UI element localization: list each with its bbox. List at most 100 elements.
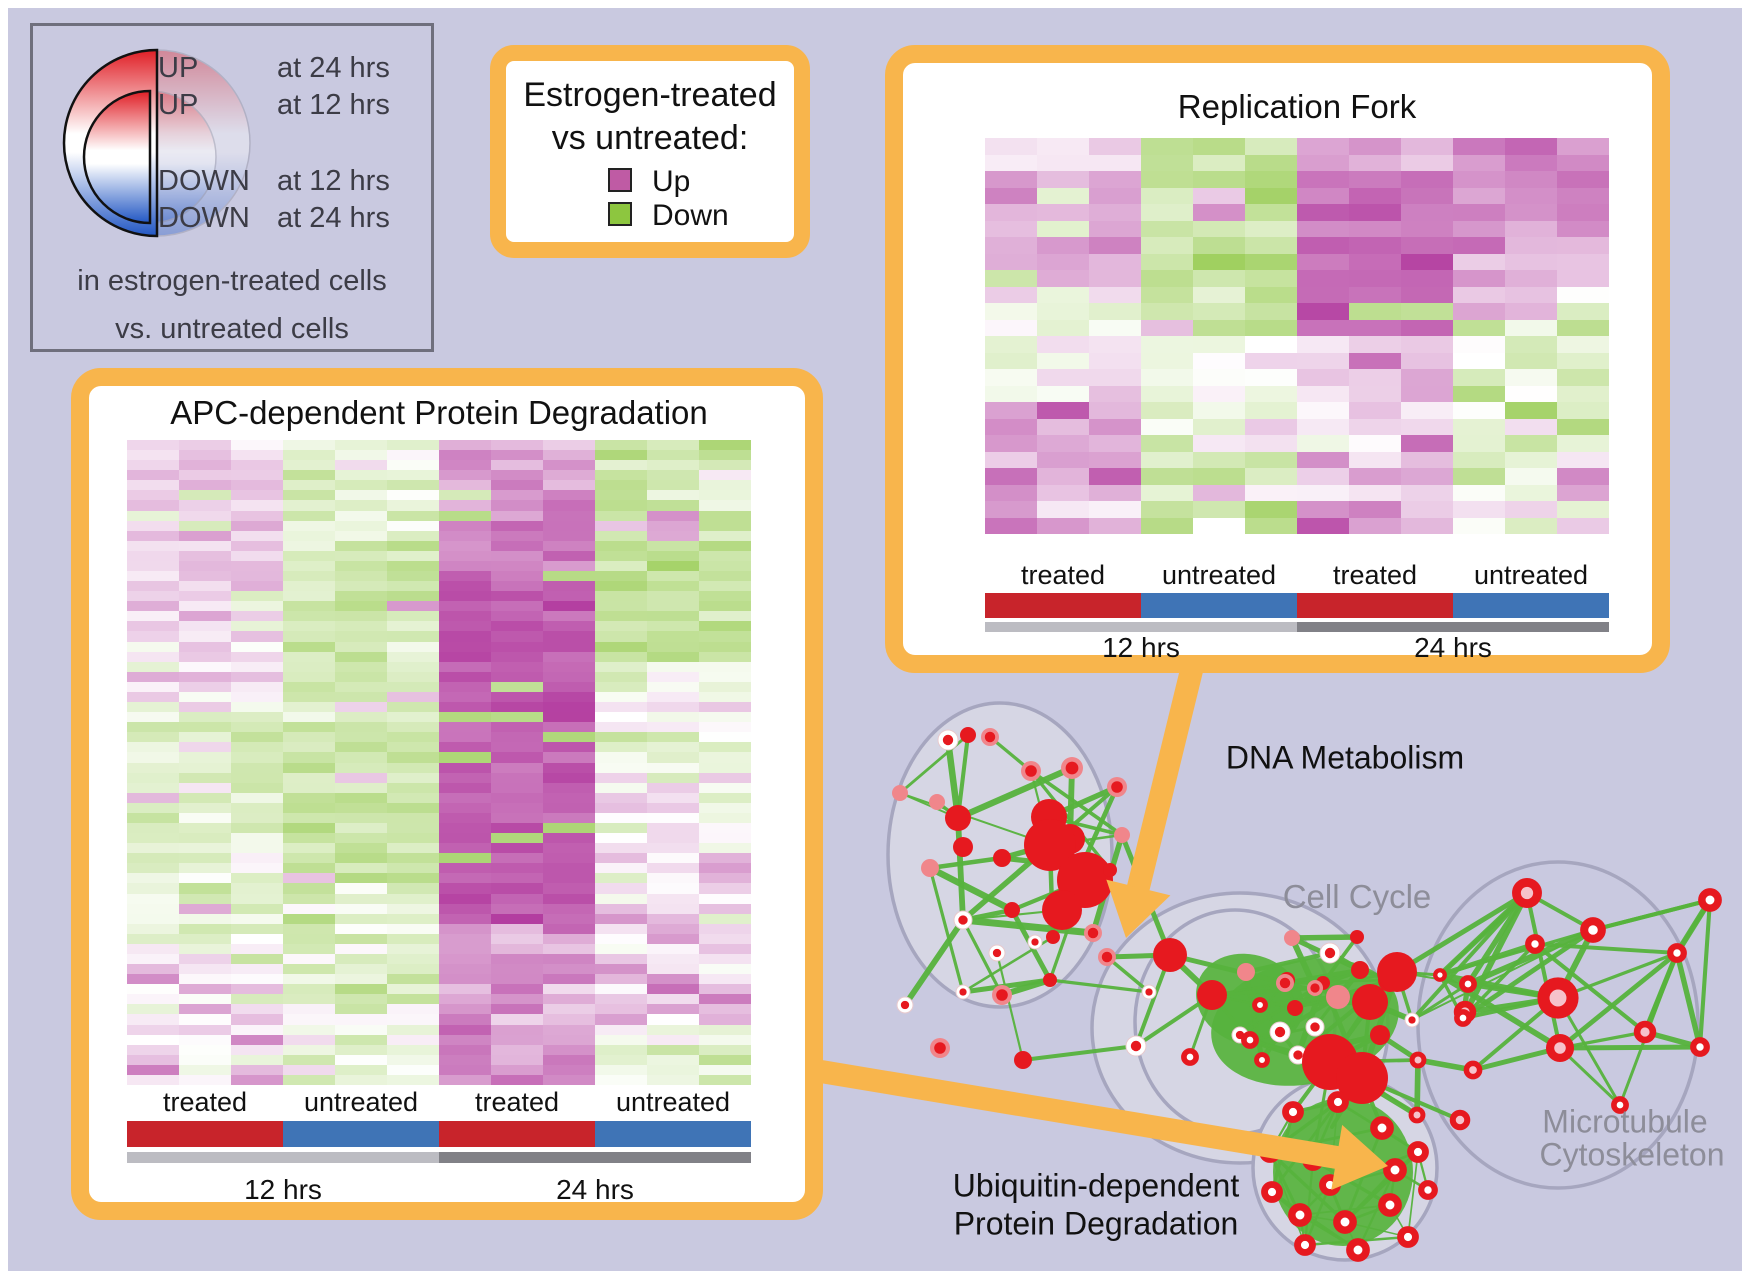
heatmap-cell <box>179 480 231 491</box>
heatmap-cell <box>491 994 543 1005</box>
heatmap-cell <box>335 1064 387 1075</box>
heatmap-cell <box>543 470 595 481</box>
heatmap-cell <box>595 671 647 682</box>
heatmap-cell <box>491 883 543 894</box>
heatmap-cell <box>387 792 439 803</box>
heatmap-cell <box>439 540 491 551</box>
heatmap-cell <box>1349 468 1401 485</box>
heatmap-cell <box>647 984 699 995</box>
heatmap-cell <box>439 853 491 864</box>
heatmap-cell <box>335 540 387 551</box>
network-node-core <box>934 1042 946 1054</box>
heatmap-cell <box>127 691 179 703</box>
network-edge <box>1533 942 1679 955</box>
heatmap-cell <box>387 913 439 924</box>
heatmap-cell <box>699 601 751 612</box>
heatmap-cell <box>699 752 751 763</box>
heatmap-row <box>127 470 751 481</box>
heatmap-cell <box>1453 402 1505 419</box>
heatmap-cell <box>1505 319 1557 336</box>
heatmap-cell <box>647 822 699 834</box>
heatmap-cell <box>491 953 543 965</box>
network-node <box>1327 1091 1349 1113</box>
heatmap-row <box>127 812 751 823</box>
heatmap-cell <box>1037 253 1089 270</box>
network-node <box>1537 977 1579 1019</box>
heatmap-cell <box>335 591 387 602</box>
heatmap-cell <box>1349 484 1401 501</box>
heatmap-cell <box>595 591 647 602</box>
heatmap-cell <box>1089 484 1141 501</box>
heatmap-cell <box>387 550 439 561</box>
heatmap-cell <box>595 480 647 491</box>
condition-bar <box>439 1121 595 1147</box>
heatmap-cell <box>1245 435 1297 452</box>
heatmap-cell <box>699 621 751 632</box>
key-down-12-time: at 12 hrs <box>277 165 390 197</box>
heatmap-cell <box>647 812 699 823</box>
heatmap-cell <box>985 451 1037 468</box>
heatmap-cell <box>439 1044 491 1055</box>
heatmap-cell <box>335 1034 387 1045</box>
heatmap-cell <box>231 913 283 924</box>
network-node-core <box>959 988 967 996</box>
network-edge <box>1591 898 1712 932</box>
heatmap-cell <box>127 571 179 582</box>
heatmap-cell <box>595 833 647 844</box>
heatmap-cell <box>387 732 439 743</box>
heatmap-cell <box>127 470 179 481</box>
heatmap-cell <box>1141 369 1193 386</box>
network-edge <box>1556 996 1622 1107</box>
heatmap-cell <box>699 510 751 521</box>
heatmap-cell <box>1245 501 1297 518</box>
heatmap-cell <box>1141 435 1193 452</box>
heatmap-cell <box>595 1024 647 1035</box>
heatmap-cell <box>699 500 751 511</box>
heatmap-cell <box>179 933 231 944</box>
heatmap-cell <box>179 651 231 662</box>
heatmap-cell <box>1453 451 1505 468</box>
heatmap-cell <box>491 661 543 672</box>
heatmap-cell <box>179 601 231 612</box>
heatmap-row <box>985 517 1609 534</box>
heatmap-cell <box>595 853 647 864</box>
heatmap-cell <box>699 943 751 954</box>
heatmap-cell <box>439 974 491 985</box>
heatmap-cell <box>231 853 283 864</box>
heatmap-cell <box>595 822 647 834</box>
heatmap-cell <box>179 1044 231 1055</box>
timepoint-bar <box>127 1152 439 1163</box>
heatmap-cell <box>1193 468 1245 485</box>
heatmap-cell <box>335 712 387 723</box>
heatmap-cell <box>699 702 751 713</box>
heatmap-cell <box>1297 385 1349 402</box>
heatmap-cell <box>647 490 699 501</box>
heatmap-row <box>127 530 751 541</box>
heatmap-cell <box>543 671 595 682</box>
heatmap-cell <box>647 621 699 632</box>
heatmap-cell <box>985 501 1037 518</box>
heatmap-cell <box>491 873 543 884</box>
heatmap-row <box>127 601 751 612</box>
heatmap-cell <box>985 402 1037 419</box>
heatmap-cell <box>699 984 751 995</box>
heatmap-cell <box>1245 237 1297 254</box>
up-swatch-label: Up <box>652 165 691 198</box>
network-edge <box>1643 951 1679 1034</box>
heatmap-cell <box>699 470 751 481</box>
network-node-core <box>1293 1050 1303 1060</box>
heatmap-row <box>127 550 751 561</box>
heatmap-cell <box>439 550 491 561</box>
heatmap-cell <box>439 560 491 572</box>
heatmap-cell <box>283 893 335 904</box>
heatmap-cell <box>179 510 231 521</box>
heatmap-cell <box>1245 270 1297 287</box>
heatmap-cell <box>127 883 179 894</box>
heatmap-cell <box>231 742 283 753</box>
heatmap-cell <box>491 1054 543 1065</box>
heatmap-cell <box>231 1064 283 1075</box>
heatmap-cell <box>543 752 595 763</box>
heatmap-cell <box>491 601 543 612</box>
heatmap-cell <box>1297 187 1349 204</box>
heatmap-cell <box>595 540 647 551</box>
